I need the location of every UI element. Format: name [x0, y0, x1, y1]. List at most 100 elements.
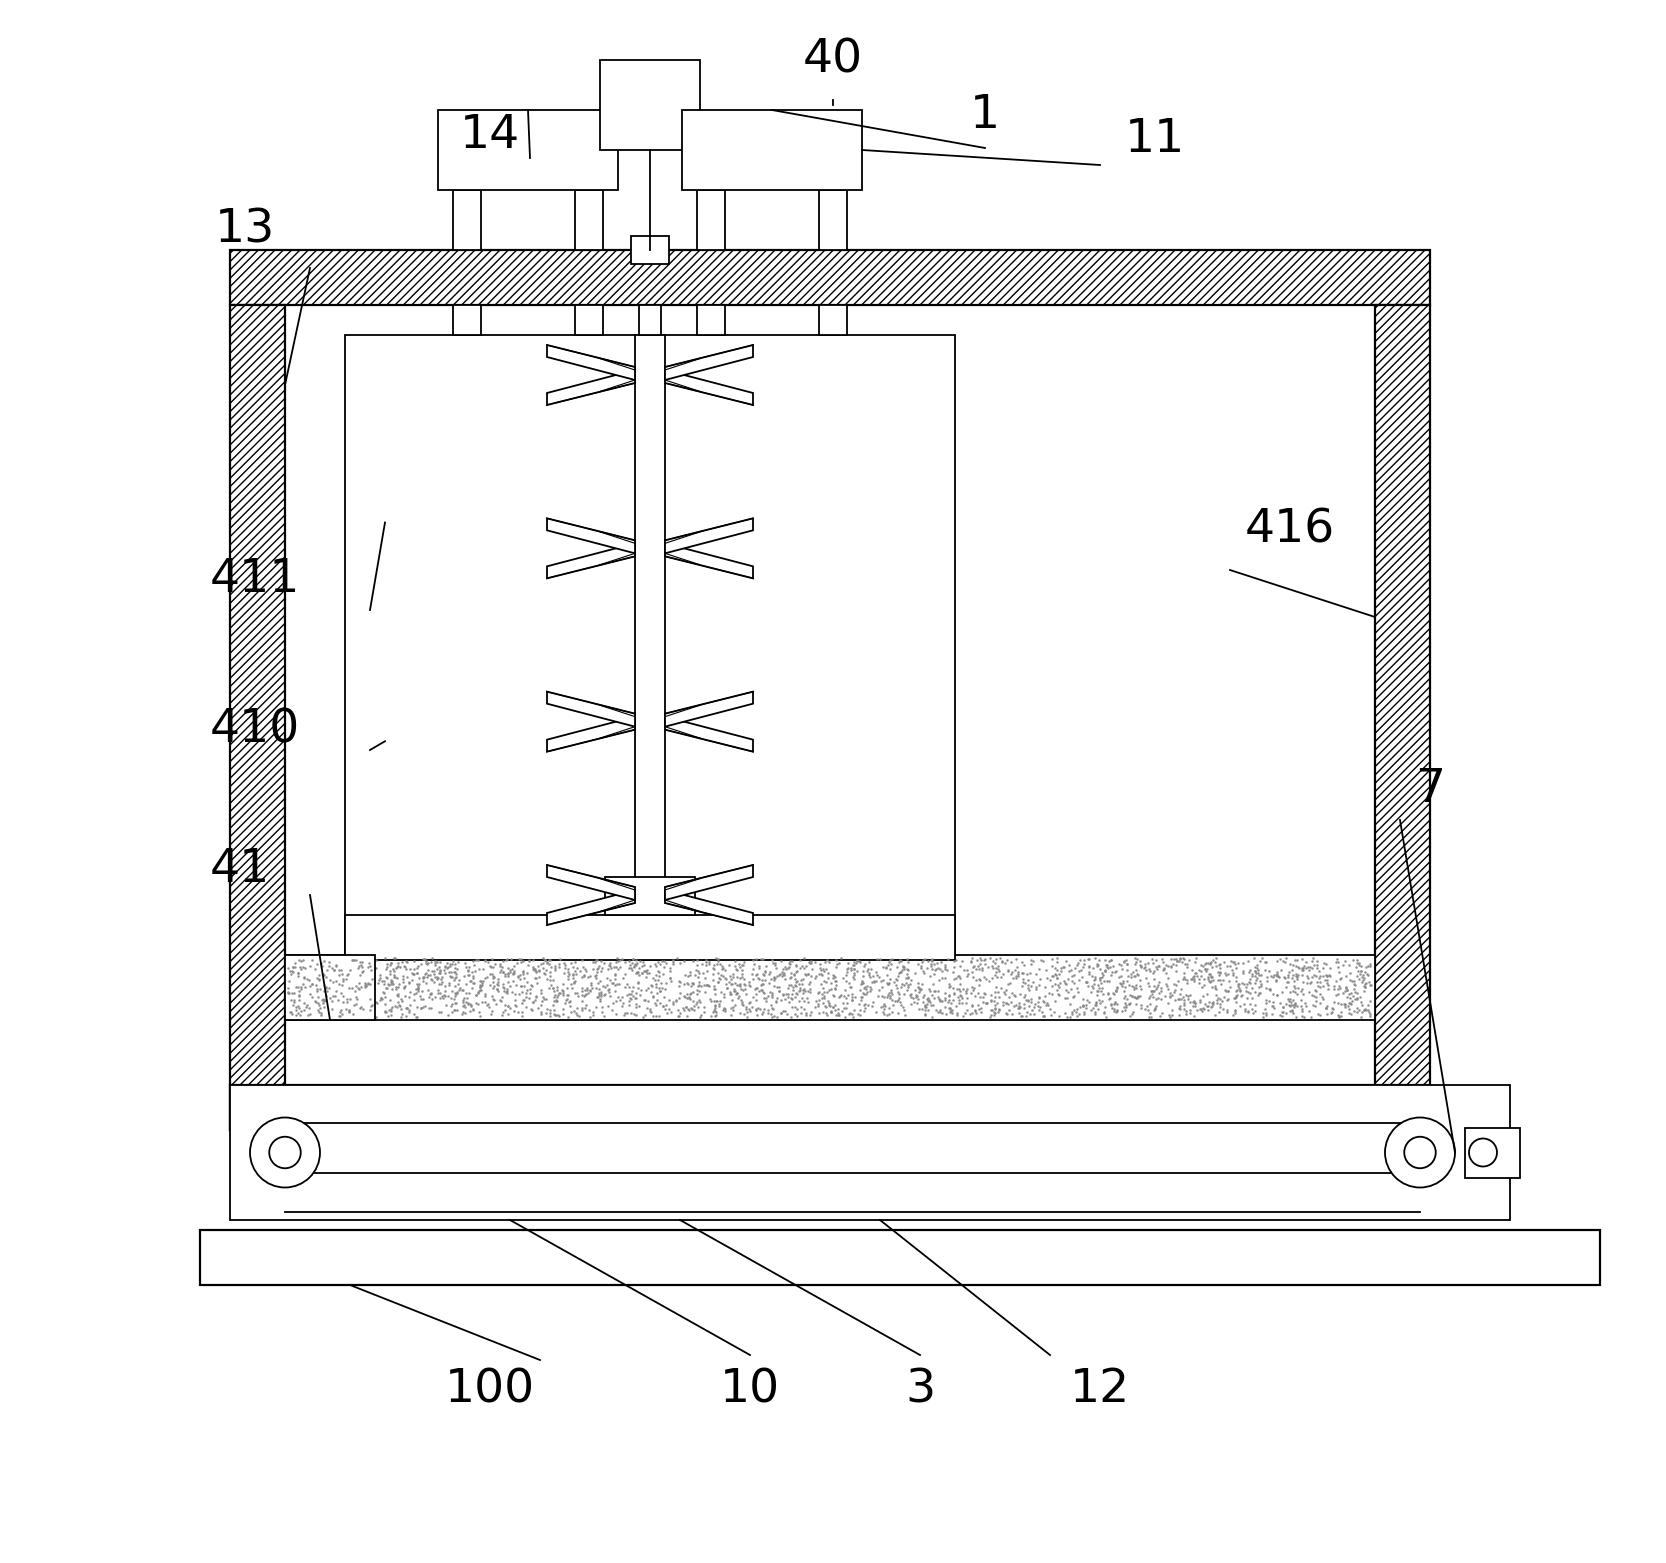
Point [750, 946, 776, 971]
Point [1111, 985, 1138, 1010]
Point [923, 997, 950, 1022]
Point [1035, 980, 1061, 1005]
Point [970, 955, 996, 980]
Point [758, 966, 785, 991]
Point [683, 993, 710, 1018]
Bar [605, 877, 695, 914]
Point [365, 967, 392, 993]
Point [605, 957, 631, 982]
Point [666, 974, 693, 999]
Point [438, 964, 465, 989]
Point [826, 1002, 853, 1027]
Point [347, 963, 373, 988]
Point [455, 980, 481, 1005]
Point [486, 989, 513, 1014]
Point [763, 957, 790, 982]
Point [743, 997, 770, 1022]
Point [395, 985, 421, 1010]
Point [558, 1000, 585, 1025]
Point [660, 947, 686, 972]
Point [350, 997, 377, 1022]
Point [825, 1000, 851, 1025]
Point [285, 1000, 312, 1025]
Point [358, 994, 385, 1019]
Point [823, 969, 850, 994]
Point [571, 963, 598, 988]
Point [1091, 1000, 1118, 1025]
Point [666, 980, 693, 1005]
Point [495, 947, 521, 972]
Point [555, 983, 581, 1008]
Polygon shape [546, 544, 635, 578]
Point [298, 947, 325, 972]
Point [903, 985, 930, 1010]
Point [298, 971, 325, 996]
Point [1226, 975, 1253, 1000]
Point [373, 975, 400, 1000]
Point [645, 967, 671, 993]
Point [330, 963, 357, 988]
Point [620, 953, 646, 978]
Point [290, 986, 317, 1011]
Point [885, 980, 911, 1005]
Point [288, 952, 315, 977]
Point [726, 972, 753, 997]
Point [805, 988, 831, 1013]
Point [1050, 953, 1076, 978]
Point [730, 949, 756, 974]
Point [343, 986, 370, 1011]
Point [388, 950, 415, 975]
Point [1198, 964, 1225, 989]
Point [297, 1002, 323, 1027]
Point [953, 985, 980, 1010]
Point [915, 997, 941, 1022]
Point [1178, 958, 1205, 983]
Point [583, 947, 610, 972]
Point [1121, 963, 1148, 988]
Point [805, 991, 831, 1016]
Point [293, 996, 320, 1021]
Point [830, 983, 856, 1008]
Point [475, 949, 501, 974]
Point [1001, 983, 1028, 1008]
Point [426, 972, 453, 997]
Point [368, 969, 395, 994]
Point [458, 960, 485, 985]
Point [353, 966, 380, 991]
Point [1163, 949, 1190, 974]
Point [1123, 972, 1150, 997]
Point [463, 989, 490, 1014]
Point [606, 947, 633, 972]
Point [280, 966, 307, 991]
Point [758, 1005, 785, 1030]
Point [848, 971, 875, 996]
Point [946, 988, 973, 1013]
Point [946, 983, 973, 1008]
Point [1196, 969, 1223, 994]
Point [875, 996, 901, 1021]
Point [945, 1003, 971, 1028]
Point [328, 977, 355, 1002]
Point [287, 978, 313, 1003]
Point [1225, 950, 1251, 975]
Point [893, 978, 920, 1003]
Point [835, 957, 861, 982]
Point [1281, 947, 1308, 972]
Point [282, 950, 308, 975]
Point [1195, 994, 1221, 1019]
Point [1284, 963, 1311, 988]
Point [383, 966, 410, 991]
Point [563, 996, 590, 1021]
Point [330, 953, 357, 978]
Point [1233, 972, 1259, 997]
Point [1023, 974, 1050, 999]
Point [285, 975, 312, 1000]
Point [815, 947, 841, 972]
Point [1010, 974, 1036, 999]
Point [278, 988, 305, 1013]
Point [876, 986, 903, 1011]
Point [988, 964, 1015, 989]
Point [1128, 967, 1155, 993]
Point [348, 983, 375, 1008]
Point [686, 988, 713, 1013]
